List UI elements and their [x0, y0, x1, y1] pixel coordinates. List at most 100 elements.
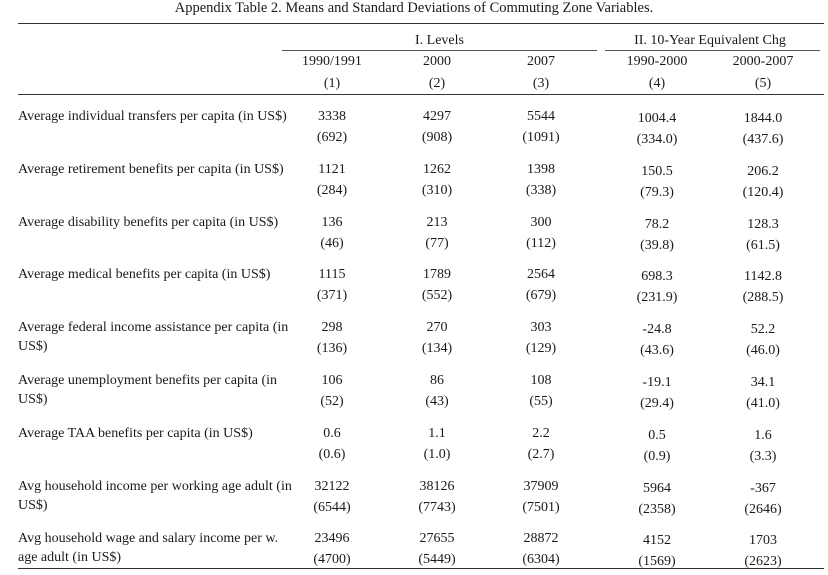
mean-cell: 270	[426, 320, 448, 335]
mean-cell: -367	[750, 481, 776, 496]
mean-cell: 136	[321, 215, 343, 230]
bottom-rule	[18, 568, 824, 569]
column-number: (2)	[428, 76, 446, 91]
sd-cell: (43.6)	[640, 343, 674, 358]
sd-cell: (1091)	[522, 130, 560, 145]
sd-cell: (136)	[316, 341, 348, 356]
mean-cell: 206.2	[747, 164, 779, 179]
mean-cell: 1004.4	[637, 111, 677, 126]
mean-cell: 34.1	[750, 375, 776, 390]
mean-cell: 213	[426, 215, 448, 230]
sd-cell: (6304)	[522, 552, 560, 567]
sd-cell: (7501)	[522, 500, 560, 515]
column-number: (3)	[532, 76, 550, 91]
column-header: 2007	[527, 54, 555, 69]
mean-cell: 1789	[423, 267, 451, 282]
mean-cell: 1844.0	[743, 111, 783, 126]
sd-cell: (52)	[320, 394, 344, 409]
column-header: 2000-2007	[732, 54, 794, 69]
mean-cell: -24.8	[642, 322, 672, 337]
sd-cell: (231.9)	[636, 290, 678, 305]
mean-cell: 1703	[749, 533, 777, 548]
sd-cell: (552)	[421, 288, 453, 303]
column-number: (5)	[754, 76, 772, 91]
mean-cell: 32122	[314, 479, 350, 494]
mean-cell: 298	[321, 320, 343, 335]
mean-cell: 27655	[419, 531, 455, 546]
mean-cell: 300	[530, 215, 552, 230]
mean-cell: 1.6	[754, 428, 772, 443]
mean-cell: 106	[321, 373, 343, 388]
column-header: 2000	[423, 54, 451, 69]
sd-cell: (692)	[316, 130, 348, 145]
header-rule	[18, 94, 824, 95]
sd-cell: (46.0)	[746, 343, 780, 358]
sd-cell: (55)	[529, 394, 553, 409]
mean-cell: 1142.8	[744, 269, 782, 284]
row-label: Average disability benefits per capita (…	[18, 215, 279, 230]
mean-cell: -19.1	[642, 375, 672, 390]
sd-cell: (120.4)	[742, 185, 784, 200]
sd-cell: (41.0)	[746, 396, 780, 411]
mean-cell: 150.5	[641, 164, 673, 179]
row-label: Average individual transfers per capita …	[18, 109, 287, 124]
mean-cell: 5544	[527, 109, 555, 124]
mean-cell: 1398	[527, 162, 555, 177]
sd-cell: (288.5)	[742, 290, 784, 305]
mean-cell: 52.2	[750, 322, 776, 337]
sd-cell: (0.6)	[318, 447, 346, 462]
row-label: Avg household wage and salary income per…	[18, 531, 279, 565]
mean-cell: 1.1	[428, 426, 446, 441]
mean-cell: 5964	[643, 481, 671, 496]
sd-cell: (0.9)	[643, 449, 671, 464]
top-rule	[18, 23, 824, 24]
sd-cell: (338)	[525, 183, 557, 198]
column-header: 1990/1991	[302, 54, 362, 69]
sd-cell: (679)	[525, 288, 557, 303]
mean-cell: 108	[530, 373, 552, 388]
mean-cell: 23496	[314, 531, 350, 546]
group-header-changes: II. 10-Year Equivalent Chg	[634, 33, 786, 48]
mean-cell: 38126	[419, 479, 455, 494]
sd-cell: (1.0)	[423, 447, 451, 462]
column-number: (1)	[323, 76, 341, 91]
column-number: (4)	[648, 76, 666, 91]
sd-cell: (129)	[525, 341, 557, 356]
sd-cell: (2623)	[744, 554, 782, 569]
sd-cell: (908)	[421, 130, 453, 145]
sd-cell: (39.8)	[640, 238, 674, 253]
sd-cell: (79.3)	[640, 185, 674, 200]
mean-cell: 2564	[527, 267, 555, 282]
row-label: Average federal income assistance per ca…	[18, 320, 289, 354]
mean-cell: 3338	[318, 109, 346, 124]
mean-cell: 0.6	[323, 426, 341, 441]
mean-cell: 303	[530, 320, 552, 335]
sd-cell: (29.4)	[640, 396, 674, 411]
mean-cell: 37909	[523, 479, 559, 494]
sd-cell: (1569)	[638, 554, 676, 569]
sd-cell: (4700)	[313, 552, 351, 567]
mean-cell: 0.5	[648, 428, 666, 443]
mean-cell: 1115	[318, 267, 346, 282]
mean-cell: 128.3	[747, 217, 779, 232]
row-label: Average retirement benefits per capita (…	[18, 162, 284, 177]
sd-cell: (5449)	[418, 552, 456, 567]
sd-cell: (77)	[425, 236, 449, 251]
sd-cell: (334.0)	[636, 132, 678, 147]
mean-cell: 2.2	[532, 426, 550, 441]
mean-cell: 86	[430, 373, 444, 388]
sd-cell: (2646)	[744, 502, 782, 517]
row-label: Average TAA benefits per capita (in US$)	[18, 426, 253, 441]
row-label: Average unemployment benefits per capita…	[18, 373, 278, 407]
group-header-levels: I. Levels	[415, 33, 464, 48]
row-label: Average medical benefits per capita (in …	[18, 267, 271, 282]
sd-cell: (112)	[526, 236, 556, 251]
sd-cell: (2358)	[638, 502, 676, 517]
sd-cell: (3.3)	[749, 449, 777, 464]
mean-cell: 78.2	[644, 217, 670, 232]
mean-cell: 4152	[643, 533, 671, 548]
sd-cell: (6544)	[313, 500, 351, 515]
sd-cell: (46)	[320, 236, 344, 251]
sd-cell: (437.6)	[742, 132, 784, 147]
mean-cell: 1121	[318, 162, 346, 177]
